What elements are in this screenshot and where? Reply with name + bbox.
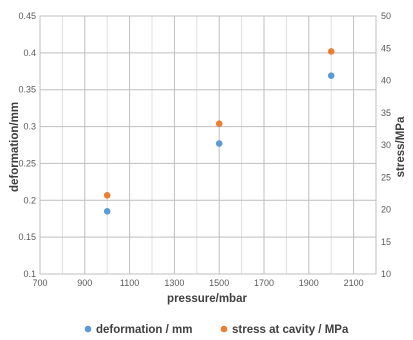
x-tick-label: 1300 <box>164 278 184 288</box>
x-tick-label: 900 <box>77 278 92 288</box>
y2-axis-ticks: 10 15 20 25 30 35 40 45 50 <box>381 11 391 279</box>
y2-tick-label: 10 <box>381 269 391 279</box>
data-point-deformation <box>103 208 111 215</box>
y-axis-ticks: 0.1 0.15 0.2 0.25 0.3 0.35 0.4 0.45 <box>18 11 36 279</box>
legend-label-stress: stress at cavity / MPa <box>232 324 349 336</box>
y-tick-label: 0.15 <box>18 232 36 242</box>
x-tick-label: 700 <box>32 278 47 288</box>
data-point-stress <box>327 48 335 55</box>
x-tick-label: 1100 <box>120 278 139 288</box>
data-point-stress <box>215 120 223 128</box>
y-tick-label: 0.1 <box>23 269 36 279</box>
x-tick-label: 2100 <box>344 278 364 288</box>
y2-tick-label: 35 <box>381 108 391 118</box>
y-tick-label: 0.35 <box>18 85 36 95</box>
data-point-deformation <box>215 140 223 147</box>
x-tick-label: 1700 <box>254 278 274 288</box>
legend-marker-deformation <box>84 325 92 333</box>
data-point-deformation <box>327 72 335 80</box>
x-axis-ticks: 700 900 1100 1300 1500 1700 1900 2100 <box>32 278 363 288</box>
y2-tick-label: 15 <box>381 237 391 247</box>
y2-tick-label: 20 <box>381 205 391 215</box>
y2-tick-label: 45 <box>381 43 391 53</box>
y2-tick-label: 25 <box>381 172 391 182</box>
y-axis-title: deformation/mm <box>9 102 21 192</box>
x-tick-label: 1500 <box>209 278 229 288</box>
x-tick-label: 1900 <box>299 278 319 288</box>
y2-tick-label: 30 <box>381 140 391 150</box>
grid <box>39 15 377 275</box>
y-tick-label: 0.2 <box>23 195 36 205</box>
y-tick-label: 0.3 <box>23 122 36 132</box>
y-tick-label: 0.25 <box>18 158 36 168</box>
data-points <box>103 48 335 215</box>
y-tick-label: 0.45 <box>18 11 36 21</box>
y2-tick-label: 40 <box>381 76 391 86</box>
y2-axis-title: stress/MPa <box>395 116 407 177</box>
y-tick-label: 0.4 <box>23 48 36 58</box>
legend: deformation / mm stress at cavity / MPa <box>84 324 349 336</box>
data-point-stress <box>103 192 111 199</box>
legend-marker-stress <box>220 325 228 333</box>
plot-area <box>39 15 377 275</box>
legend-label-deformation: deformation / mm <box>96 324 192 336</box>
y2-tick-label: 50 <box>381 11 391 21</box>
x-axis-title: pressure/mbar <box>167 293 247 305</box>
